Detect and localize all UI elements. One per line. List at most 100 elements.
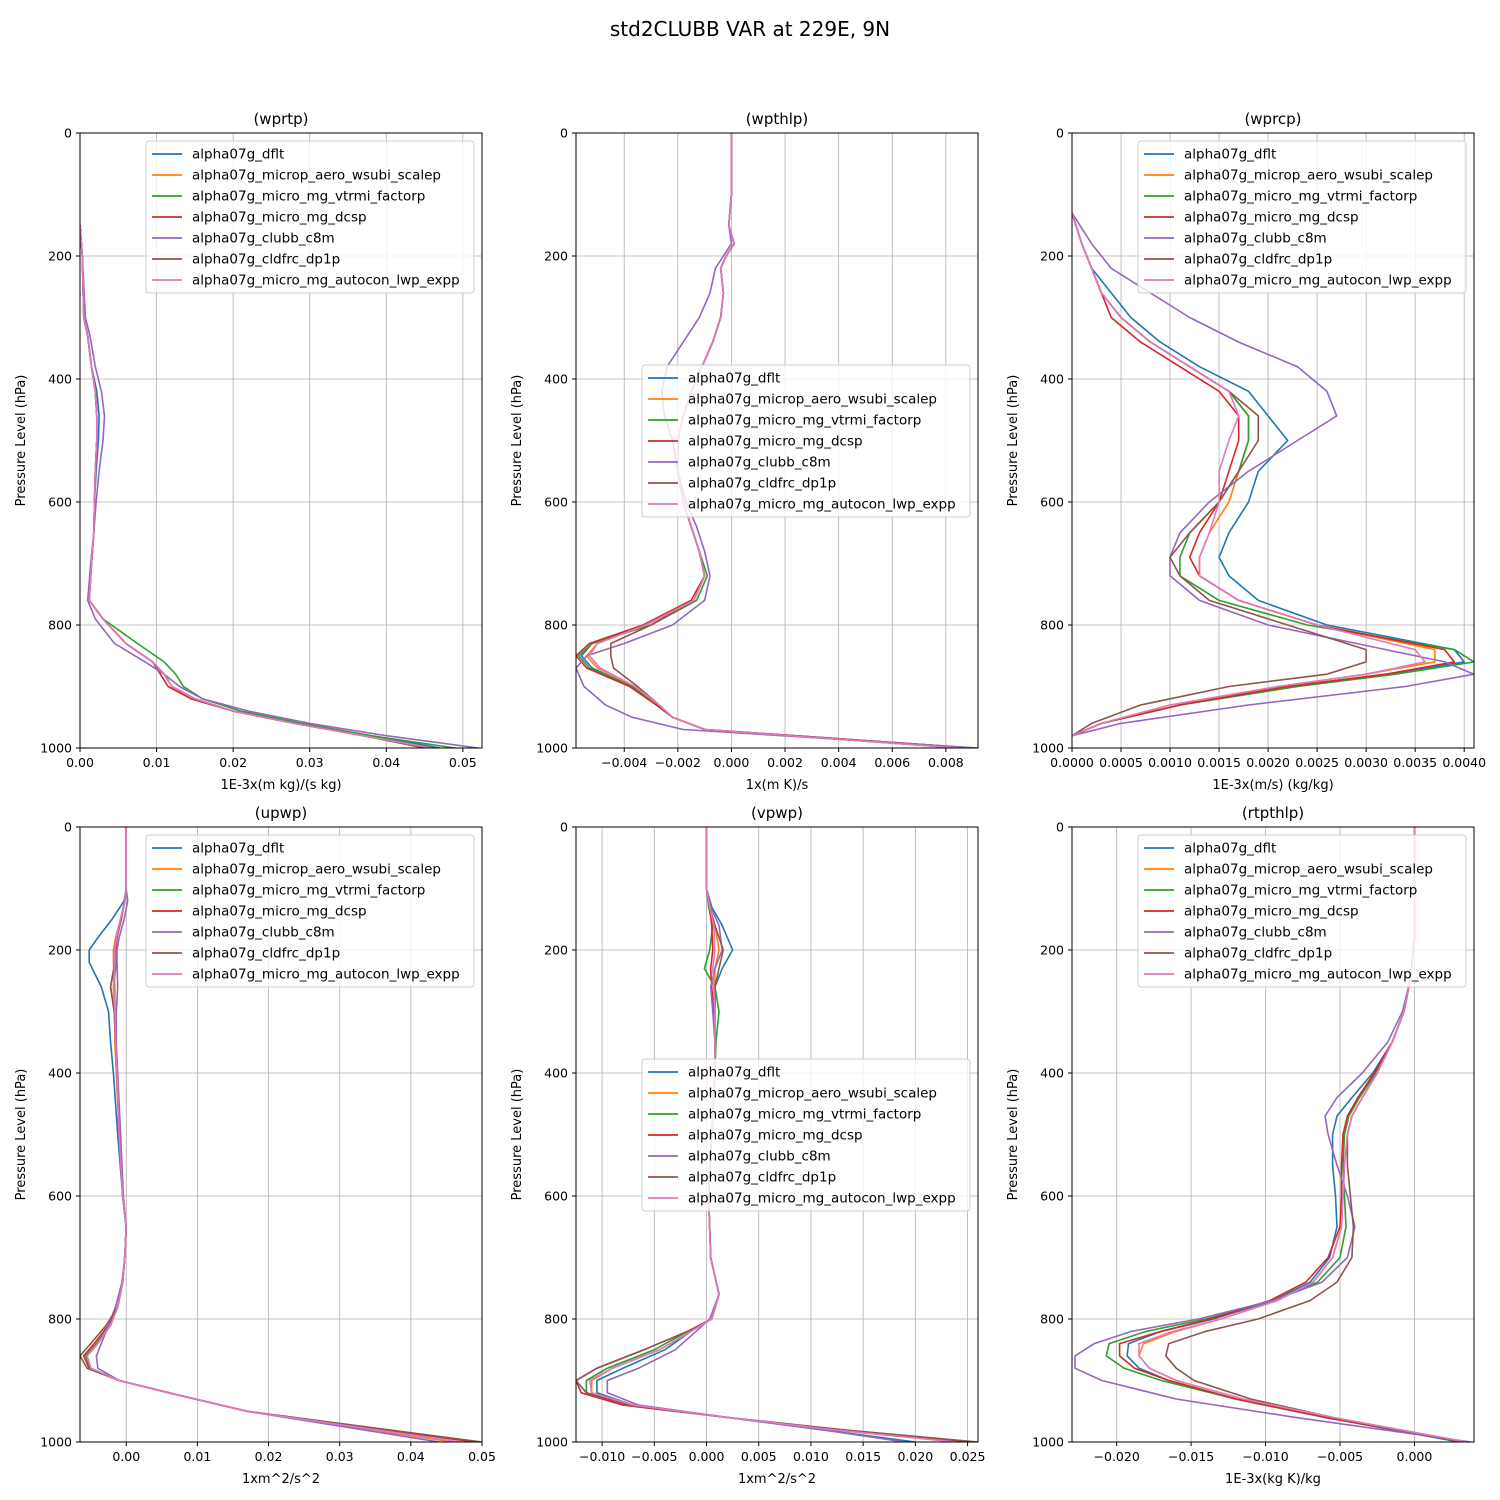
- plot-frame: [79, 132, 483, 749]
- y-tick-label: 400: [48, 372, 72, 387]
- legend-label: alpha07g_micro_mg_autocon_lwp_expp: [1184, 273, 1452, 289]
- legend-label: alpha07g_dflt: [688, 371, 780, 387]
- y-tick-label: 200: [1040, 943, 1064, 958]
- plot-frame: [79, 826, 483, 1443]
- legend-label: alpha07g_dflt: [192, 841, 284, 857]
- y-tick-label: 800: [544, 1312, 568, 1327]
- y-axis-label: Pressure Level (hPa): [510, 1069, 525, 1201]
- legend-label: alpha07g_micro_mg_autocon_lwp_expp: [688, 1191, 956, 1207]
- plot-frame: [1071, 826, 1475, 1443]
- x-tick-label: −0.005: [1317, 1449, 1363, 1464]
- x-tick-label: 0.006: [874, 755, 910, 770]
- legend-label: alpha07g_micro_mg_vtrmi_factorp: [688, 1107, 921, 1123]
- x-tick-label: 0.04: [372, 755, 400, 770]
- x-tick-label: 0.05: [449, 755, 477, 770]
- x-tick-label: −0.015: [1168, 1449, 1214, 1464]
- y-tick-label: 1000: [1032, 741, 1064, 756]
- legend-label: alpha07g_dflt: [1184, 147, 1276, 163]
- series-line-alpha07g_clubb_c8m: [1074, 827, 1472, 1442]
- x-tick-label: 0.0030: [1344, 755, 1388, 770]
- y-tick-label: 400: [48, 1066, 72, 1081]
- x-tick-label: 0.004: [821, 755, 857, 770]
- legend-label: alpha07g_microp_aero_wsubi_scalep: [192, 168, 441, 184]
- series-line-alpha07g_micro_mg_autocon_lwp_expp: [1072, 212, 1426, 737]
- x-tick-label: 0.01: [183, 1449, 211, 1464]
- x-tick-label: −0.004: [601, 755, 647, 770]
- x-axis-label: 1E-3x(kg K)/kg: [1225, 1472, 1321, 1487]
- legend-label: alpha07g_dflt: [192, 147, 284, 163]
- y-axis-label: Pressure Level (hPa): [14, 1069, 29, 1201]
- y-tick-label: 600: [1040, 495, 1064, 510]
- x-tick-label: 0.03: [326, 1449, 354, 1464]
- x-axis-label: 1E-3x(m/s) (kg/kg): [1212, 778, 1333, 793]
- y-tick-label: 600: [48, 495, 72, 510]
- legend: alpha07g_dflt alpha07g_microp_aero_wsubi_…: [145, 834, 475, 988]
- legend-label: alpha07g_microp_aero_wsubi_scalep: [192, 862, 441, 878]
- legend-label: alpha07g_dflt: [688, 1065, 780, 1081]
- x-tick-label: 0.00: [112, 1449, 140, 1464]
- y-tick-label: 1000: [40, 741, 72, 756]
- legend-label: alpha07g_microp_aero_wsubi_scalep: [1184, 862, 1433, 878]
- legend-label: alpha07g_cldfrc_dp1p: [1184, 252, 1332, 268]
- legend-label: alpha07g_micro_mg_autocon_lwp_expp: [192, 967, 460, 983]
- legend-label: alpha07g_cldfrc_dp1p: [192, 252, 340, 268]
- x-tick-label: 0.0025: [1295, 755, 1339, 770]
- series-line-alpha07g_micro_mg_autocon_lwp_expp: [80, 225, 433, 748]
- plot-frame: [1071, 132, 1475, 749]
- y-tick-label: 800: [1040, 1312, 1064, 1327]
- legend: alpha07g_dflt alpha07g_microp_aero_wsubi_…: [1137, 140, 1467, 294]
- x-tick-label: 0.015: [845, 1449, 881, 1464]
- y-tick-label: 600: [544, 1189, 568, 1204]
- x-axis-label: 1xm^2/s^2: [242, 1472, 320, 1487]
- legend-label: alpha07g_micro_mg_dcsp: [688, 1128, 863, 1144]
- x-tick-label: 0.0020: [1246, 755, 1290, 770]
- x-tick-label: −0.002: [655, 755, 701, 770]
- y-tick-label: 800: [1040, 618, 1064, 633]
- panel-title: (rtpthlp): [1242, 804, 1304, 822]
- panel-1: −0.004 −0.002 0.000 0.002 0.004 0.006 0.008 0 20…: [510, 110, 979, 793]
- legend-label: alpha07g_micro_mg_vtrmi_factorp: [1184, 189, 1417, 205]
- legend-label: alpha07g_micro_mg_autocon_lwp_expp: [688, 497, 956, 513]
- legend-label: alpha07g_micro_mg_vtrmi_factorp: [192, 883, 425, 899]
- legend-label: alpha07g_clubb_c8m: [192, 925, 335, 941]
- y-tick-label: 400: [544, 1066, 568, 1081]
- x-tick-label: 0.000: [714, 755, 750, 770]
- y-tick-label: 0: [64, 820, 72, 835]
- legend-box: [145, 140, 475, 294]
- y-tick-label: 0: [1056, 126, 1064, 141]
- legend: alpha07g_dflt alpha07g_microp_aero_wsubi_…: [145, 140, 475, 294]
- panel-4: −0.010 −0.005 0.000 0.005 0.010 0.015 0.020 0.0…: [510, 804, 985, 1487]
- series-line-alpha07g_micro_mg_autocon_lwp_expp: [1138, 827, 1467, 1442]
- series-line-alpha07g_micro_mg_vtrmi_factorp: [80, 225, 456, 748]
- y-tick-label: 0: [64, 126, 72, 141]
- series-line-alpha07g_micro_mg_dcsp: [80, 225, 433, 748]
- panel-title: (upwp): [255, 804, 308, 822]
- plot-frame: [575, 132, 979, 749]
- legend-label: alpha07g_microp_aero_wsubi_scalep: [688, 1086, 937, 1102]
- panel-title: (wpthlp): [746, 110, 809, 128]
- y-tick-label: 800: [544, 618, 568, 633]
- x-tick-label: 0.020: [897, 1449, 933, 1464]
- legend-box: [1137, 834, 1467, 988]
- legend-label: alpha07g_micro_mg_dcsp: [688, 434, 863, 450]
- legend-label: alpha07g_micro_mg_dcsp: [192, 904, 367, 920]
- legend-label: alpha07g_clubb_c8m: [1184, 925, 1327, 941]
- y-axis-label: Pressure Level (hPa): [510, 375, 525, 507]
- x-tick-label: 0.002: [767, 755, 803, 770]
- y-tick-label: 1000: [40, 1435, 72, 1450]
- x-tick-label: 0.005: [741, 1449, 777, 1464]
- x-tick-label: 0.05: [468, 1449, 496, 1464]
- legend-label: alpha07g_cldfrc_dp1p: [192, 946, 340, 962]
- y-tick-label: 200: [1040, 249, 1064, 264]
- x-tick-label: 0.000: [1397, 1449, 1433, 1464]
- x-tick-label: 0.04: [397, 1449, 425, 1464]
- legend-label: alpha07g_micro_mg_autocon_lwp_expp: [1184, 967, 1452, 983]
- legend-label: alpha07g_cldfrc_dp1p: [1184, 946, 1332, 962]
- series-line-alpha07g_micro_mg_autocon_lwp_expp: [86, 827, 461, 1442]
- y-axis-label: Pressure Level (hPa): [1006, 375, 1021, 507]
- y-tick-label: 800: [48, 618, 72, 633]
- legend-label: alpha07g_cldfrc_dp1p: [688, 1170, 836, 1186]
- series-line-alpha07g_cldfrc_dp1p: [80, 225, 425, 748]
- y-tick-label: 0: [560, 126, 568, 141]
